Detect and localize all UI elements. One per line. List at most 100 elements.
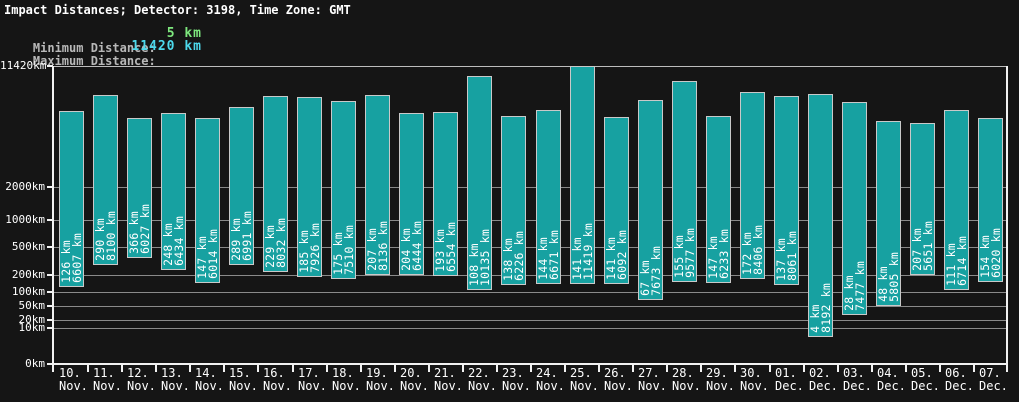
y-axis-tick xyxy=(47,219,53,221)
x-axis-tick xyxy=(734,365,736,372)
bar-min-max-label: 108 km 10135 km xyxy=(467,229,492,286)
y-axis-line-right xyxy=(1006,66,1008,372)
x-axis-tick xyxy=(769,365,771,372)
range-bar: 126 km 6607 km xyxy=(59,111,84,287)
bar-max-value: 6020 km xyxy=(988,228,1003,278)
bar-min-max-label: 138 km 6226 km xyxy=(501,231,526,281)
x-axis-date-label: 19. Nov. xyxy=(366,366,395,393)
x-axis-tick xyxy=(326,365,328,372)
range-bar: 147 km 6233 km xyxy=(706,116,731,283)
x-axis-tick xyxy=(939,365,941,372)
bar-max-value: 6714 km xyxy=(954,236,969,286)
x-axis-tick xyxy=(530,365,532,372)
bar-min-max-label: 366 km 6027 km xyxy=(127,204,152,254)
bar-min-max-label: 172 km 8406 km xyxy=(740,225,765,275)
y-axis-tick-label: 500km xyxy=(11,240,45,253)
y-axis-tick xyxy=(47,319,53,321)
x-axis-tick xyxy=(666,365,668,372)
x-axis-date-label: 05. Dec. xyxy=(911,366,940,393)
gridline xyxy=(54,328,1008,329)
y-axis-tick-label: 1000km xyxy=(5,213,45,226)
x-axis-tick xyxy=(257,365,259,372)
bar-max-value: 6233 km xyxy=(716,229,731,279)
x-axis-date-label: 03. Dec. xyxy=(843,366,872,393)
bar-min-max-label: 67 km 7673 km xyxy=(638,246,663,296)
bar-max-value: 6092 km xyxy=(614,230,629,280)
x-axis-date-label: 13. Nov. xyxy=(161,366,190,393)
y-axis-tick xyxy=(47,305,53,307)
x-axis-tick xyxy=(632,365,634,372)
range-bar: 207 km 5651 km xyxy=(910,123,935,275)
x-axis-tick xyxy=(428,365,430,372)
x-axis-date-label: 25. Nov. xyxy=(570,366,599,393)
x-axis-date-label: 18. Nov. xyxy=(332,366,361,393)
gridline xyxy=(54,292,1008,293)
maximum-distance-value: 11420 km xyxy=(131,39,202,54)
x-axis-tick xyxy=(837,365,839,372)
x-axis-date-label: 07. Dec. xyxy=(979,366,1008,393)
x-axis-tick xyxy=(87,365,89,372)
x-axis-date-label: 02. Dec. xyxy=(809,366,838,393)
bar-min-max-label: 204 km 6444 km xyxy=(399,221,424,271)
x-axis-tick xyxy=(700,365,702,372)
x-axis-tick xyxy=(973,365,975,372)
range-bar: 67 km 7673 km xyxy=(638,100,663,300)
x-axis-date-label: 24. Nov. xyxy=(536,366,565,393)
bar-max-value: 6434 km xyxy=(171,216,186,266)
range-bar: 193 km 6554 km xyxy=(433,112,458,276)
range-bar: 48 km 5805 km xyxy=(876,121,901,306)
x-axis-date-label: 27. Nov. xyxy=(638,366,667,393)
x-axis-date-label: 29. Nov. xyxy=(706,366,735,393)
bar-max-value: 6014 km xyxy=(205,229,220,279)
range-bar: 138 km 6226 km xyxy=(501,116,526,285)
range-bar: 141 km 11419 km xyxy=(570,66,595,284)
bar-max-value: 6607 km xyxy=(69,233,84,283)
range-bar: 28 km 7477 km xyxy=(842,102,867,315)
x-axis-tick xyxy=(496,365,498,372)
gridline xyxy=(54,275,1008,276)
bar-min-max-label: 4 km 8192 km xyxy=(808,283,833,333)
x-axis-date-label: 20. Nov. xyxy=(400,366,429,393)
bar-max-value: 7477 km xyxy=(852,261,867,311)
minimum-distance-row: Minimum Distance: 5 km xyxy=(4,26,201,55)
bar-max-value: 11419 km xyxy=(580,223,595,280)
y-axis-tick xyxy=(47,186,53,188)
bar-max-value: 10135 km xyxy=(477,229,492,286)
bar-min-max-label: 193 km 6554 km xyxy=(433,222,458,272)
bar-min-max-label: 48 km 5805 km xyxy=(876,252,901,302)
bar-min-max-label: 147 km 6014 km xyxy=(195,229,220,279)
x-axis-date-label: 23. Nov. xyxy=(502,366,531,393)
x-axis-tick xyxy=(394,365,396,372)
x-axis-date-label: 22. Nov. xyxy=(468,366,497,393)
x-axis-date-label: 28. Nov. xyxy=(672,366,701,393)
bar-max-value: 8136 km xyxy=(375,221,390,271)
bar-max-value: 6226 km xyxy=(511,231,526,281)
x-axis-tick xyxy=(155,365,157,372)
y-axis-tick-label: 20km xyxy=(18,313,46,326)
bar-max-value: 6444 km xyxy=(409,221,424,271)
gridline xyxy=(54,66,1008,67)
bar-min-max-label: 111 km 6714 km xyxy=(944,236,969,286)
y-axis-tick-label: 2000km xyxy=(5,180,45,193)
range-bar: 289 km 6991 km xyxy=(229,107,254,265)
bar-min-max-label: 289 km 6991 km xyxy=(229,211,254,261)
bar-min-max-label: 28 km 7477 km xyxy=(842,261,867,311)
range-bar: 141 km 6092 km xyxy=(604,117,629,284)
x-axis-tick xyxy=(564,365,566,372)
x-axis-tick xyxy=(871,365,873,372)
range-bar: 248 km 6434 km xyxy=(161,113,186,270)
bar-min-max-label: 229 km 8032 km xyxy=(263,218,288,268)
bar-max-value: 6027 km xyxy=(137,204,152,254)
y-axis-tick-label: 200km xyxy=(11,268,45,281)
x-axis-tick xyxy=(292,365,294,372)
chart-title: Impact Distances; Detector: 3198, Time Z… xyxy=(4,3,351,17)
bar-max-value: 6671 km xyxy=(546,230,561,280)
x-axis-baseline xyxy=(52,363,1008,365)
x-axis-tick xyxy=(189,365,191,372)
bar-min-max-label: 141 km 11419 km xyxy=(570,223,595,280)
gridline xyxy=(54,247,1008,248)
bar-min-max-label: 207 km 5651 km xyxy=(910,221,935,271)
bar-min-max-label: 141 km 6092 km xyxy=(604,230,629,280)
range-bar: 204 km 6444 km xyxy=(399,113,424,275)
